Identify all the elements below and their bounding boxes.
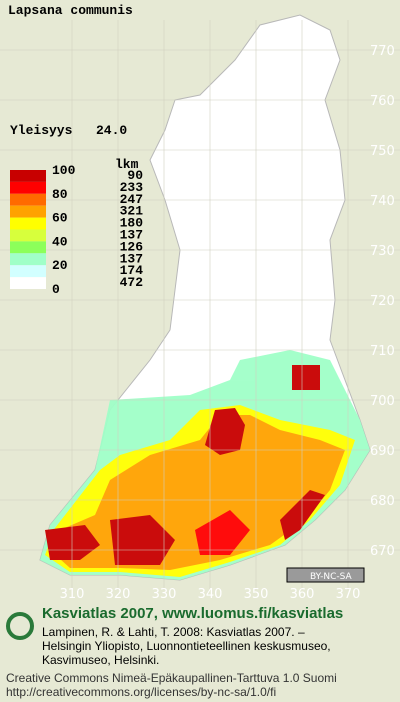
occurrence-layer	[40, 350, 370, 580]
heat-top	[280, 490, 325, 540]
legend-scale-label: 80	[52, 187, 68, 202]
legend-scale-label: 100	[52, 163, 76, 178]
easting-label: 360	[290, 587, 315, 602]
legend-scale-label: 20	[52, 258, 68, 273]
index-value: 24.0	[96, 123, 127, 138]
legend-swatch	[10, 181, 46, 194]
northing-label: 740	[370, 194, 395, 209]
cc-badge: BY-NC-SA	[286, 567, 365, 583]
citation-line: Lampinen, R. & Lahti, T. 2008: Kasviatla…	[42, 625, 305, 639]
species-title: Lapsana communis	[8, 3, 133, 18]
easting-label: 310	[60, 587, 85, 602]
northing-label: 680	[370, 494, 395, 509]
legend-swatch	[10, 205, 46, 218]
easting-label: 340	[198, 587, 223, 602]
legend-swatch	[10, 277, 46, 289]
legend-count: 180	[120, 216, 144, 231]
legend-scale-label: 40	[52, 234, 68, 249]
northing-label: 710	[370, 344, 395, 359]
heat-top	[205, 408, 245, 455]
footer-heading: Kasviatlas 2007, www.luomus.fi/kasviatla…	[42, 605, 343, 622]
legend-count: 233	[120, 180, 144, 195]
badge-text: BY-NC-SA	[310, 572, 353, 582]
northing-label: 730	[370, 244, 395, 259]
legend-count: 90	[127, 168, 143, 183]
legend-count: 174	[120, 263, 144, 278]
northing-label: 770	[370, 44, 395, 59]
index-label: Yleisyys	[10, 123, 73, 138]
easting-label: 370	[336, 587, 361, 602]
northing-label: 690	[370, 444, 395, 459]
citation-line: Kasvimuseo, Helsinki.	[42, 653, 159, 667]
legend-count: 247	[120, 192, 143, 207]
legend-swatch	[10, 253, 46, 266]
northing-label: 700	[370, 394, 395, 409]
heat-top	[195, 510, 250, 555]
legend-count: 126	[120, 239, 144, 254]
license-line: http://creativecommons.org/licenses/by-n…	[6, 685, 276, 699]
legend-swatch	[10, 170, 46, 182]
legend-swatch	[10, 193, 46, 206]
legend-swatch	[10, 229, 46, 242]
easting-label: 330	[152, 587, 177, 602]
legend-count: 137	[120, 228, 143, 243]
legend-swatch	[10, 241, 46, 254]
northing-label: 720	[370, 294, 395, 309]
legend-swatch	[10, 265, 46, 278]
legend-count: 472	[120, 275, 144, 290]
legend-scale-label: 0	[52, 282, 60, 297]
legend-count: 137	[120, 251, 143, 266]
legend-scale-label: 60	[52, 211, 68, 226]
license-line: Creative Commons Nimeä-Epäkaupallinen-Ta…	[6, 671, 337, 685]
easting-label: 350	[244, 587, 269, 602]
northing-label: 670	[370, 544, 395, 559]
heat-top	[45, 525, 100, 560]
northing-label: 760	[370, 94, 395, 109]
badge-box	[286, 567, 365, 583]
legend-swatch	[10, 217, 46, 230]
legend-count: 321	[120, 204, 144, 219]
heat-top	[110, 515, 175, 565]
count-header: lkm	[115, 157, 139, 172]
citation-line: Helsingin Yliopisto, Luonnontieteellinen…	[42, 639, 331, 653]
heat-top	[292, 365, 320, 390]
logo	[6, 612, 34, 640]
northing-label: 750	[370, 144, 395, 159]
easting-label: 320	[106, 587, 131, 602]
